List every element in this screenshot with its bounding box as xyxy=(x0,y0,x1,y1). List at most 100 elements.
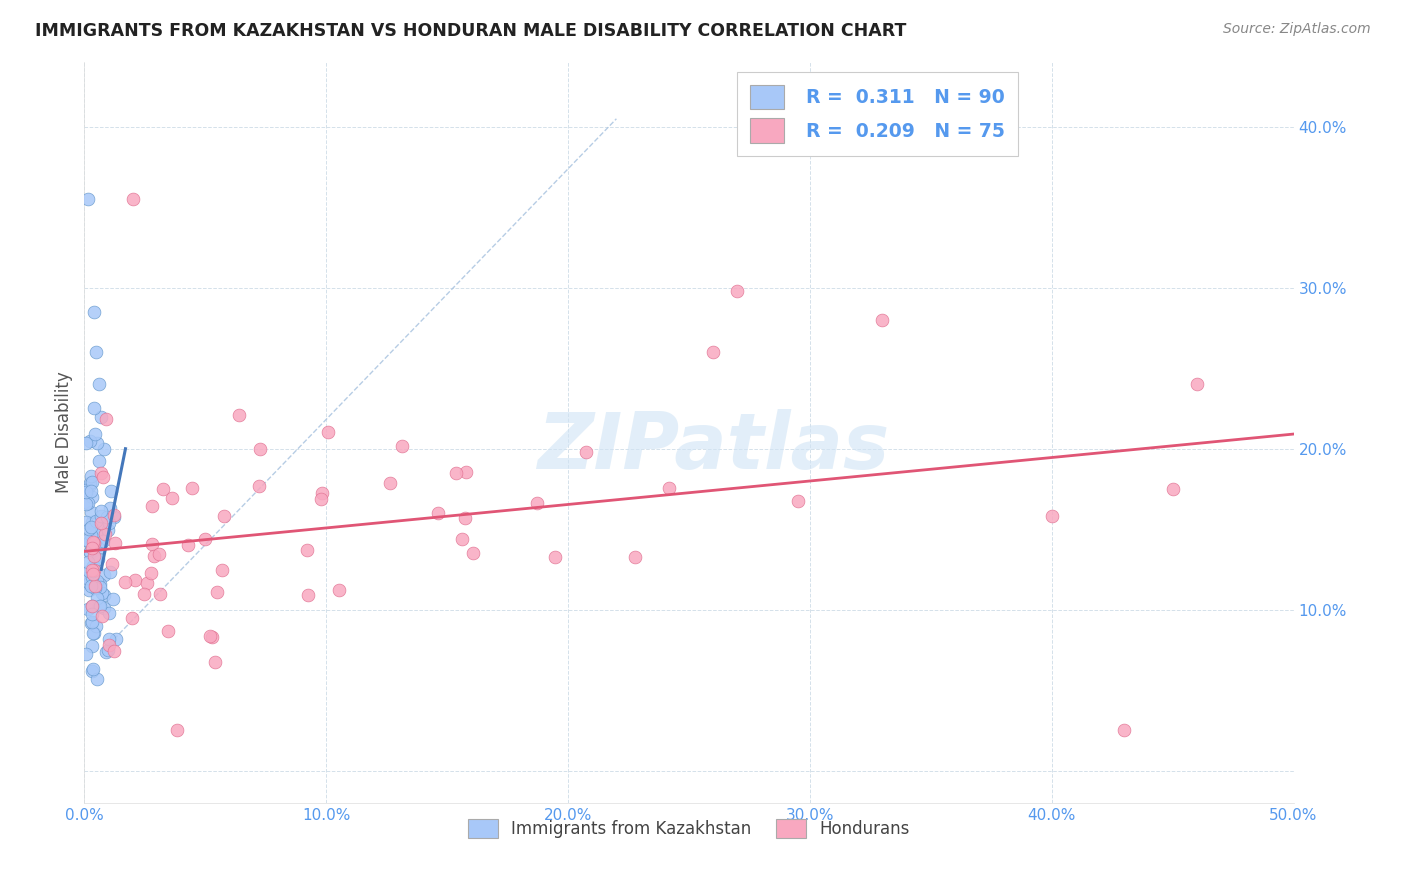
Point xyxy=(79,434,101,448)
Point xyxy=(104,535,127,549)
Point xyxy=(94,411,117,425)
Point xyxy=(77,555,100,569)
Y-axis label: Male Disability: Male Disability xyxy=(55,372,73,493)
Point xyxy=(89,599,111,613)
Point xyxy=(77,534,100,549)
Point xyxy=(82,615,104,630)
Point xyxy=(75,647,97,661)
Point xyxy=(152,482,174,496)
Point xyxy=(201,630,224,644)
Point xyxy=(156,624,179,638)
Point xyxy=(725,284,748,298)
Point xyxy=(82,626,104,640)
Point xyxy=(83,401,105,415)
Point xyxy=(80,639,103,653)
Point xyxy=(91,586,114,600)
Point xyxy=(80,579,103,593)
Point xyxy=(80,541,103,556)
Point xyxy=(100,484,122,499)
Point xyxy=(121,192,143,206)
Point xyxy=(544,549,567,564)
Point xyxy=(91,469,114,483)
Point xyxy=(463,546,485,560)
Point xyxy=(450,532,472,546)
Point xyxy=(75,484,97,499)
Point xyxy=(79,545,101,559)
Point xyxy=(297,588,319,602)
Point xyxy=(89,580,111,594)
Point xyxy=(87,377,110,392)
Point xyxy=(97,516,120,530)
Point xyxy=(91,533,114,548)
Point xyxy=(80,468,103,483)
Point xyxy=(212,508,235,523)
Point xyxy=(80,615,103,630)
Point xyxy=(90,508,112,523)
Point xyxy=(141,499,163,513)
Point xyxy=(104,632,127,647)
Point xyxy=(82,535,104,549)
Point xyxy=(180,481,202,495)
Point xyxy=(446,467,468,481)
Point xyxy=(142,549,165,563)
Point xyxy=(80,528,103,542)
Point xyxy=(75,498,97,512)
Point xyxy=(149,587,172,601)
Point xyxy=(86,672,108,686)
Point xyxy=(93,442,115,456)
Point xyxy=(86,345,108,359)
Point xyxy=(83,536,105,550)
Point xyxy=(162,491,184,505)
Point xyxy=(328,582,350,597)
Point xyxy=(83,579,105,593)
Point xyxy=(295,542,318,557)
Point xyxy=(702,345,724,359)
Point xyxy=(205,585,228,599)
Point xyxy=(86,591,108,606)
Point xyxy=(80,475,103,489)
Point xyxy=(316,425,339,439)
Point xyxy=(83,305,105,319)
Point xyxy=(114,575,136,590)
Point xyxy=(82,662,104,676)
Point xyxy=(90,409,112,424)
Point xyxy=(80,515,103,529)
Point xyxy=(121,611,143,625)
Point xyxy=(134,587,156,601)
Point xyxy=(141,566,163,580)
Text: Source: ZipAtlas.com: Source: ZipAtlas.com xyxy=(1223,22,1371,37)
Point xyxy=(526,496,548,510)
Point xyxy=(658,481,681,495)
Point xyxy=(76,533,98,547)
Point xyxy=(79,545,101,559)
Point xyxy=(89,454,111,468)
Point xyxy=(80,599,103,613)
Point xyxy=(79,505,101,519)
Point xyxy=(83,625,105,640)
Point xyxy=(87,552,110,566)
Point xyxy=(83,549,105,563)
Point xyxy=(90,467,112,481)
Point xyxy=(87,599,110,614)
Point xyxy=(86,574,108,588)
Point xyxy=(93,600,115,615)
Point xyxy=(100,501,122,516)
Point xyxy=(87,521,110,535)
Point xyxy=(82,566,104,581)
Point xyxy=(86,435,108,450)
Point xyxy=(93,568,115,582)
Point xyxy=(76,496,98,510)
Text: IMMIGRANTS FROM KAZAKHSTAN VS HONDURAN MALE DISABILITY CORRELATION CHART: IMMIGRANTS FROM KAZAKHSTAN VS HONDURAN M… xyxy=(35,22,907,40)
Point xyxy=(82,558,104,573)
Point xyxy=(575,444,598,458)
Point xyxy=(1185,376,1208,391)
Point xyxy=(97,638,120,652)
Point xyxy=(77,602,100,616)
Point xyxy=(96,510,118,524)
Point xyxy=(82,569,104,583)
Point xyxy=(228,409,250,423)
Point xyxy=(198,629,221,643)
Point xyxy=(311,486,333,500)
Point xyxy=(786,494,808,508)
Point xyxy=(453,511,475,525)
